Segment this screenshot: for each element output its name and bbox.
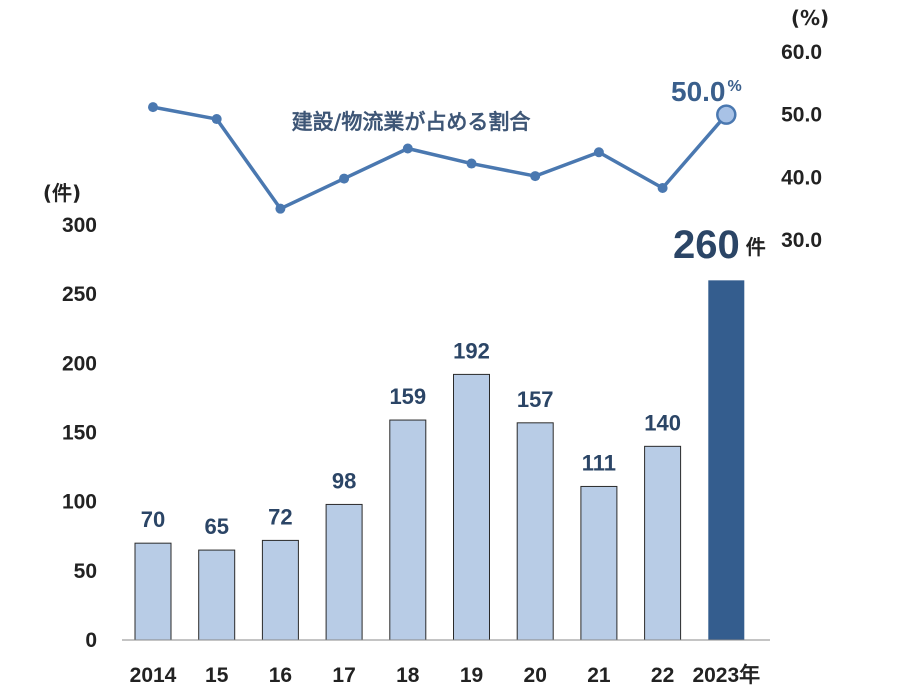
line-highlight-unit: % <box>728 78 742 95</box>
x-tick-labels: 2014 15 16 17 18 19 20 21 22 2023年 <box>130 663 761 687</box>
bar-data-label: 192 <box>453 338 490 363</box>
bar-highlight-number: 260 <box>673 223 740 267</box>
bar <box>516 422 554 641</box>
bar <box>261 539 299 641</box>
line-highlight-number: 50.0 <box>671 76 726 107</box>
x-tick-label: 18 <box>396 664 420 687</box>
x-tick-label: 17 <box>332 664 355 687</box>
x-tick-label: 22 <box>651 664 674 687</box>
line-point <box>466 158 477 169</box>
bar-data-label: 140 <box>644 410 681 435</box>
x-tick-label: 19 <box>460 664 483 687</box>
bar <box>708 280 745 640</box>
bar-highlight-value: 260 件 <box>673 223 766 267</box>
bar-y-tick: 300 <box>62 214 97 237</box>
x-tick-label: 20 <box>524 664 547 687</box>
bar-data-label: 159 <box>389 384 426 409</box>
line-point-highlight <box>716 104 737 125</box>
bar-data-label: 111 <box>582 450 616 475</box>
line-point <box>593 147 604 158</box>
line-point <box>530 171 541 182</box>
bar-y-tick: 50 <box>74 560 97 583</box>
bar <box>198 549 236 641</box>
x-tick-label: 2014 <box>130 664 177 687</box>
bar <box>389 419 427 641</box>
bar-axis-unit: (件) <box>43 181 81 205</box>
bar-y-tick: 200 <box>62 352 97 375</box>
bar-y-tick: 100 <box>62 491 97 514</box>
line-highlight-value: 50.0% <box>671 76 742 107</box>
line-axis-unit: (%) <box>791 6 829 30</box>
x-tick-label: 21 <box>587 664 611 687</box>
x-tick-label: 2023年 <box>692 663 760 687</box>
bar-y-tick: 150 <box>62 422 97 445</box>
bar-data-label: 98 <box>332 468 356 493</box>
bar-y-tick: 0 <box>85 629 97 652</box>
bar-data-label: 157 <box>517 387 554 412</box>
bar <box>325 503 363 641</box>
line-y-ticks: 30.0 40.0 50.0 60.0 <box>781 41 822 252</box>
bar-data-label: 70 <box>141 507 165 532</box>
line-point <box>657 182 668 193</box>
bar-y-ticks: 0 50 100 150 200 250 300 <box>62 214 97 652</box>
bar-y-tick: 250 <box>62 283 97 306</box>
line-point <box>339 173 350 184</box>
line-y-tick: 60.0 <box>781 41 822 64</box>
bar-data-labels: 70 65 72 98 159 192 157 111 140 <box>141 338 681 539</box>
line-point <box>275 203 286 214</box>
bar-data-label: 65 <box>204 514 228 539</box>
line-point <box>211 114 222 125</box>
line-path <box>152 105 728 211</box>
line-y-tick: 50.0 <box>781 104 822 127</box>
line-point <box>402 143 413 154</box>
bar <box>134 542 172 641</box>
line-y-tick: 30.0 <box>781 229 822 252</box>
bar-data-label: 72 <box>268 504 292 529</box>
bar-highlight-unit: 件 <box>746 235 766 259</box>
line-y-tick: 40.0 <box>781 166 822 189</box>
bar <box>644 445 682 641</box>
x-tick-label: 15 <box>205 664 229 687</box>
bar <box>580 485 618 641</box>
line-series-label: 建設/物流業が占める割合 <box>292 110 532 134</box>
x-tick-label: 16 <box>269 664 292 687</box>
bar-series <box>134 280 745 641</box>
line-series <box>148 102 737 214</box>
line-point <box>148 102 158 113</box>
bar <box>453 373 490 641</box>
